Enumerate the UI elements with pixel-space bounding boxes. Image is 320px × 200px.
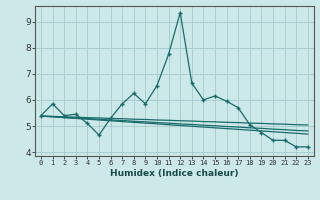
X-axis label: Humidex (Indice chaleur): Humidex (Indice chaleur)	[110, 169, 239, 178]
